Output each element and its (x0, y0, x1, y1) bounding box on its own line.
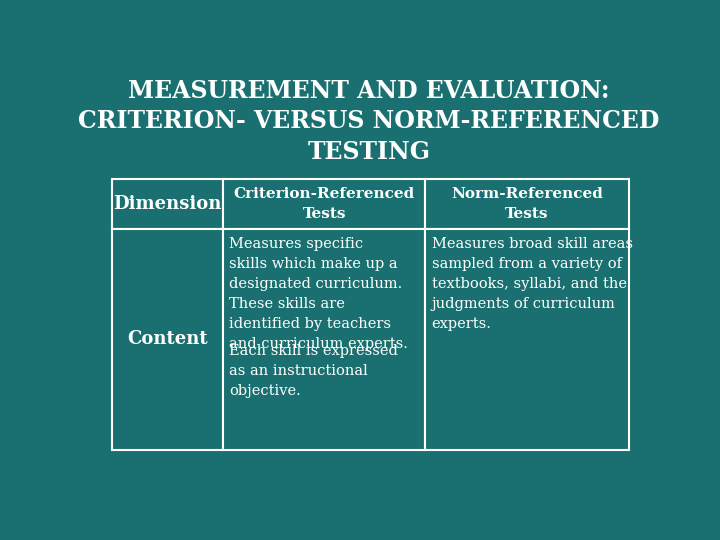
Bar (426, 179, 629, 229)
Text: Each skill is expressed
as an instructional
objective.: Each skill is expressed as an instructio… (229, 344, 398, 399)
Text: Dimension: Dimension (113, 195, 222, 213)
Bar (222, 229, 426, 450)
Bar (426, 229, 629, 450)
Text: Content: Content (127, 330, 207, 348)
Bar (112, 229, 222, 450)
Text: MEASUREMENT AND EVALUATION:
CRITERION- VERSUS NORM-REFERENCED
TESTING: MEASUREMENT AND EVALUATION: CRITERION- V… (78, 79, 660, 164)
Bar (222, 179, 426, 229)
Text: Criterion-Referenced
Tests: Criterion-Referenced Tests (233, 187, 415, 220)
Text: Measures specific
skills which make up a
designated curriculum.
These skills are: Measures specific skills which make up a… (229, 237, 408, 351)
Bar (112, 179, 222, 229)
Text: Measures broad skill areas
sampled from a variety of
textbooks, syllabi, and the: Measures broad skill areas sampled from … (432, 237, 633, 330)
Text: Norm-Referenced
Tests: Norm-Referenced Tests (451, 187, 603, 220)
